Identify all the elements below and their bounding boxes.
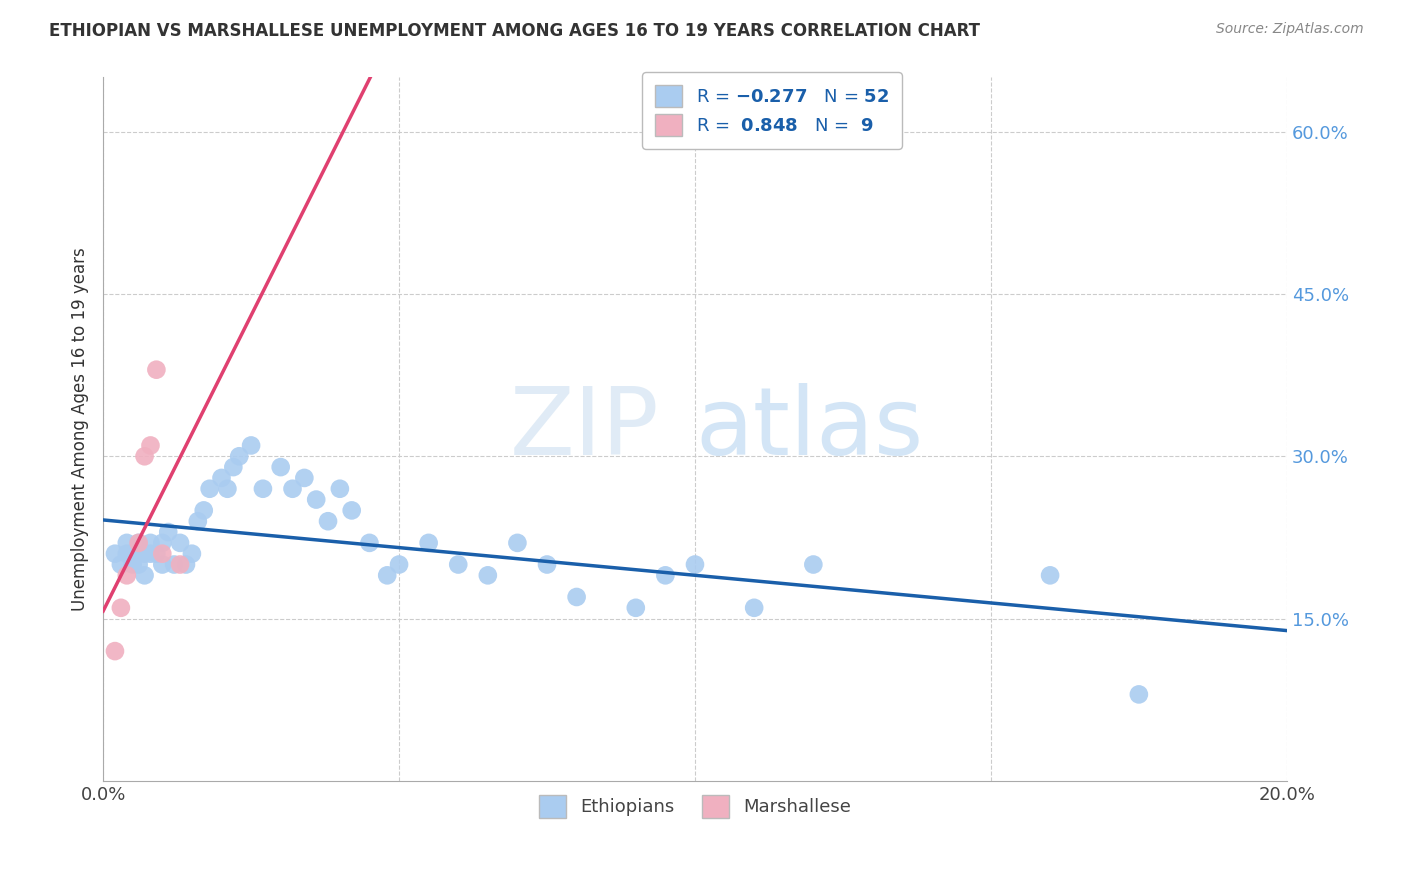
Point [169, 536, 191, 550]
Point [281, 482, 304, 496]
Point [180, 547, 202, 561]
Point [1128, 687, 1150, 701]
Point [240, 438, 263, 452]
Point [340, 503, 363, 517]
Point [169, 558, 191, 572]
Point [157, 524, 180, 539]
Point [418, 536, 440, 550]
Point [150, 547, 173, 561]
Point [128, 536, 150, 550]
Point [139, 438, 162, 452]
Point [115, 547, 138, 561]
Point [198, 482, 221, 496]
Point [222, 460, 245, 475]
Point [139, 547, 162, 561]
Point [447, 558, 470, 572]
Legend: Ethiopians, Marshallese: Ethiopians, Marshallese [531, 789, 858, 825]
Point [506, 536, 529, 550]
Point [270, 460, 292, 475]
Point [128, 536, 150, 550]
Point [115, 536, 138, 550]
Point [145, 362, 167, 376]
Point [217, 482, 239, 496]
Point [163, 558, 186, 572]
Text: atlas: atlas [695, 384, 924, 475]
Point [375, 568, 398, 582]
Point [121, 547, 143, 561]
Point [128, 558, 150, 572]
Point [211, 471, 233, 485]
Point [121, 558, 143, 572]
Point [359, 536, 381, 550]
Point [329, 482, 352, 496]
Text: Source: ZipAtlas.com: Source: ZipAtlas.com [1216, 22, 1364, 37]
Point [742, 600, 765, 615]
Point [104, 644, 127, 658]
Point [174, 558, 197, 572]
Text: ZIP: ZIP [510, 384, 659, 475]
Point [624, 600, 647, 615]
Point [388, 558, 411, 572]
Point [193, 503, 215, 517]
Point [565, 590, 588, 604]
Point [316, 514, 339, 528]
Point [654, 568, 676, 582]
Point [252, 482, 274, 496]
Point [115, 568, 138, 582]
Point [134, 568, 156, 582]
Point [228, 450, 250, 464]
Point [110, 600, 132, 615]
Point [536, 558, 558, 572]
Point [187, 514, 209, 528]
Point [292, 471, 315, 485]
Point [139, 536, 162, 550]
Point [134, 547, 156, 561]
Point [305, 492, 328, 507]
Point [683, 558, 706, 572]
Point [150, 536, 173, 550]
Y-axis label: Unemployment Among Ages 16 to 19 years: Unemployment Among Ages 16 to 19 years [72, 247, 89, 611]
Point [150, 558, 173, 572]
Point [477, 568, 499, 582]
Point [104, 547, 127, 561]
Point [134, 450, 156, 464]
Point [1039, 568, 1062, 582]
Point [110, 558, 132, 572]
Point [801, 558, 824, 572]
Point [145, 547, 167, 561]
Text: ETHIOPIAN VS MARSHALLESE UNEMPLOYMENT AMONG AGES 16 TO 19 YEARS CORRELATION CHAR: ETHIOPIAN VS MARSHALLESE UNEMPLOYMENT AM… [49, 22, 980, 40]
